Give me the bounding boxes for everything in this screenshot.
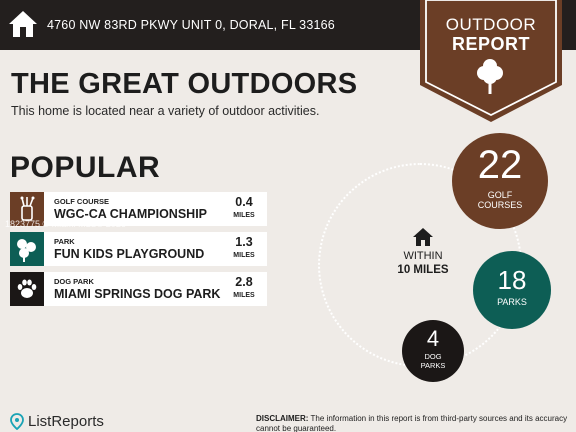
paw-icon bbox=[10, 272, 44, 306]
item-distance: 1.3 bbox=[235, 235, 253, 249]
list-item-dog-park[interactable]: DOG PARK MIAMI SPRINGS DOG PARK 2.8 MILE… bbox=[10, 272, 267, 306]
dog-label-line2: PARKS bbox=[420, 361, 446, 370]
item-distance: 2.8 bbox=[235, 275, 253, 289]
tree-icon bbox=[477, 59, 503, 94]
item-name: MIAMI SPRINGS DOG PARK bbox=[54, 287, 221, 301]
dog-count-value: 4 bbox=[426, 326, 440, 351]
listreports-logo-text: ListReports bbox=[28, 413, 104, 430]
within-distance: 10 MILES bbox=[397, 264, 449, 276]
disclaimer-text: The information in this report is from t… bbox=[256, 414, 568, 432]
item-distance: 0.4 bbox=[235, 195, 253, 209]
property-address: 4760 NW 83RD PKWY UNIT 0, DORAL, FL 3316… bbox=[47, 18, 335, 32]
badge-title-line1: OUTDOOR bbox=[445, 15, 537, 34]
home-icon bbox=[9, 11, 37, 37]
trees-icon bbox=[10, 232, 44, 266]
dog-label-line1: DOG bbox=[424, 352, 442, 361]
parks-count-value: 18 bbox=[497, 265, 527, 295]
item-name: FUN KIDS PLAYGROUND bbox=[54, 247, 205, 261]
item-category: DOG PARK bbox=[54, 277, 94, 286]
disclaimer: DISCLAIMER: The information in this repo… bbox=[256, 414, 572, 432]
mls-watermark: 1823775 © Miami MLS® 2026 bbox=[5, 219, 126, 229]
popular-heading: POPULAR bbox=[10, 151, 161, 184]
within-label: WITHIN bbox=[403, 250, 443, 262]
item-category: PARK bbox=[54, 237, 75, 246]
item-category: GOLF COURSE bbox=[54, 197, 110, 206]
parks-label: PARKS bbox=[497, 297, 527, 307]
home-icon bbox=[413, 228, 433, 246]
page-title: THE GREAT OUTDOORS bbox=[11, 68, 358, 100]
golf-count: 22 bbox=[477, 143, 523, 187]
item-distance-unit: MILES bbox=[233, 292, 255, 299]
golf-courses-count: 22 GOLF COURSES bbox=[452, 133, 548, 229]
list-item-park[interactable]: PARK FUN KIDS PLAYGROUND 1.3 MILES bbox=[10, 232, 267, 266]
golf-bag-icon bbox=[10, 192, 44, 226]
parks-count: 18 PARKS bbox=[473, 251, 551, 329]
golf-label-line1: GOLF bbox=[487, 190, 513, 200]
item-name: WGC-CA CHAMPIONSHIP bbox=[54, 207, 208, 221]
list-item-golf[interactable]: GOLF COURSE WGC-CA CHAMPIONSHIP 0.4 MILE… bbox=[10, 192, 267, 226]
page-subtitle: This home is located near a variety of o… bbox=[11, 104, 320, 118]
listreports-logo-icon bbox=[10, 413, 24, 430]
golf-label-line2: COURSES bbox=[477, 200, 523, 210]
item-distance-unit: MILES bbox=[233, 252, 255, 259]
item-distance-unit: MILES bbox=[233, 212, 255, 219]
dog-parks-count: 4 DOG PARKS bbox=[402, 320, 464, 382]
badge-title-line2: REPORT bbox=[451, 34, 530, 54]
disclaimer-label: DISCLAIMER: bbox=[256, 414, 309, 423]
